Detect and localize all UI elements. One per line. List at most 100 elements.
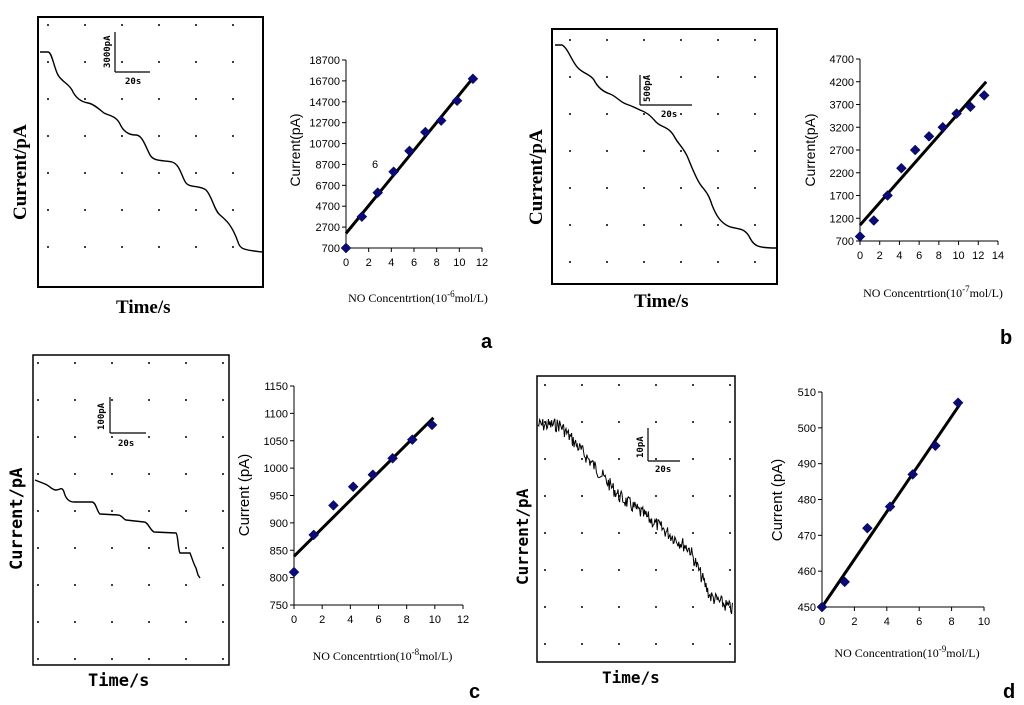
x-axis-label-b: NO Concentrtion(10-7mol/L)	[863, 284, 1003, 300]
grid-dot	[185, 399, 187, 401]
grid-dot	[717, 224, 719, 226]
grid-dot	[222, 399, 224, 401]
current-trace-c	[34, 479, 201, 579]
grid-dot	[195, 98, 197, 100]
grid-dot	[222, 362, 224, 364]
y-axis-label-d: Current (pA)	[769, 459, 786, 542]
x-tick-label-b: 0	[857, 250, 863, 262]
grid-dot	[618, 606, 620, 608]
grid-dot	[158, 209, 160, 211]
grid-dot	[74, 658, 76, 660]
x-tick-label-c: 0	[291, 614, 297, 626]
grid-dot	[717, 261, 719, 263]
grid-dot	[655, 643, 657, 645]
grid-dot	[222, 621, 224, 623]
data-point-c	[288, 566, 300, 578]
grid-dot	[84, 98, 86, 100]
grid-dot	[185, 436, 187, 438]
data-point-d	[862, 522, 873, 534]
grid-dot	[606, 113, 608, 115]
panel-label-d: d	[1003, 681, 1015, 703]
grid-dot	[74, 621, 76, 623]
grid-dot	[47, 209, 49, 211]
grid-dot	[185, 584, 187, 586]
scale-label-x-b: 20s	[661, 110, 677, 120]
grid-dot	[185, 362, 187, 364]
trace-frame-a	[37, 16, 264, 288]
x-tick-label-b: 10	[952, 250, 964, 262]
y-tick-label-c: 1000	[264, 463, 288, 475]
grid-dot	[544, 532, 546, 534]
grid-dot	[121, 209, 123, 211]
grid-dot	[222, 547, 224, 549]
y-tick-label-a: 10700	[309, 139, 340, 151]
grid-dot	[544, 569, 546, 571]
trace-frame-c	[32, 354, 230, 666]
x-tick-label-d: 10	[978, 616, 990, 628]
calibration-plot-b: 700 1200 1700 2200 2700 3200 3700 4200 4700 0 2 4 6 8…	[802, 54, 1004, 300]
grid-dot	[544, 458, 546, 460]
data-point-d	[816, 601, 828, 613]
grid-dot	[185, 658, 187, 660]
grid-dot	[717, 187, 719, 189]
grid-dot	[680, 150, 682, 152]
y-tick-label-d: 510	[798, 387, 816, 399]
grid-dot	[74, 362, 76, 364]
grid-dot	[232, 61, 234, 63]
trace-dot-grid	[47, 24, 234, 248]
grid-dot	[232, 135, 234, 137]
grid-dot	[148, 584, 150, 586]
trace-frame-d	[536, 375, 736, 663]
grid-dot	[232, 98, 234, 100]
y-tick-label-c: 950	[270, 491, 288, 503]
grid-dot	[222, 473, 224, 475]
y-tick-label-b: 3700	[830, 100, 854, 112]
grid-dot	[37, 510, 39, 512]
x-tick-label-a: 12	[476, 257, 488, 269]
grid-dot	[643, 113, 645, 115]
data-point-d	[930, 440, 941, 452]
grid-dot	[754, 224, 756, 226]
grid-dot	[232, 172, 234, 174]
grid-dot	[544, 606, 546, 608]
grid-dot	[729, 458, 731, 460]
grid-dot	[158, 61, 160, 63]
y-tick-label-b: 2700	[830, 145, 854, 157]
grid-dot	[729, 421, 731, 423]
grid-dot	[692, 643, 694, 645]
current-trace-a	[40, 51, 263, 253]
data-point-a	[340, 242, 352, 254]
grid-dot	[74, 399, 76, 401]
scale-label-x-c: 20s	[118, 439, 134, 449]
panel-label-c: c	[469, 681, 480, 703]
y-tick-label-d: 500	[798, 423, 816, 435]
y-tick-label-b: 1200	[830, 213, 854, 225]
data-point-c	[406, 434, 418, 446]
grid-dot	[569, 150, 571, 152]
grid-dot	[618, 384, 620, 386]
grid-dot	[158, 98, 160, 100]
data-point-c	[308, 529, 320, 541]
data-point-c	[328, 500, 339, 511]
data-point-c	[426, 419, 438, 431]
grid-dot	[544, 495, 546, 497]
scale-label-x-a: 20s	[125, 77, 141, 87]
trace-panel-b: 500pA 20s Current/pA Time/s	[526, 28, 778, 312]
grid-dot	[581, 384, 583, 386]
data-point-a	[419, 126, 431, 138]
grid-dot	[111, 473, 113, 475]
grid-dot	[581, 532, 583, 534]
data-point-a	[356, 211, 368, 223]
grid-dot	[195, 209, 197, 211]
grid-dot	[111, 436, 113, 438]
y-tick-label-a: 14700	[309, 97, 340, 109]
x-tick-label-a: 0	[343, 257, 349, 269]
data-point-c	[387, 452, 398, 464]
grid-dot	[729, 643, 731, 645]
grid-dot	[606, 150, 608, 152]
y-tick-label-b: 4700	[830, 54, 854, 66]
grid-dot	[232, 209, 234, 211]
grid-dot	[47, 172, 49, 174]
y-tick-label-b: 4200	[830, 77, 854, 89]
y-axis-label-c: Current (pA)	[236, 454, 253, 537]
